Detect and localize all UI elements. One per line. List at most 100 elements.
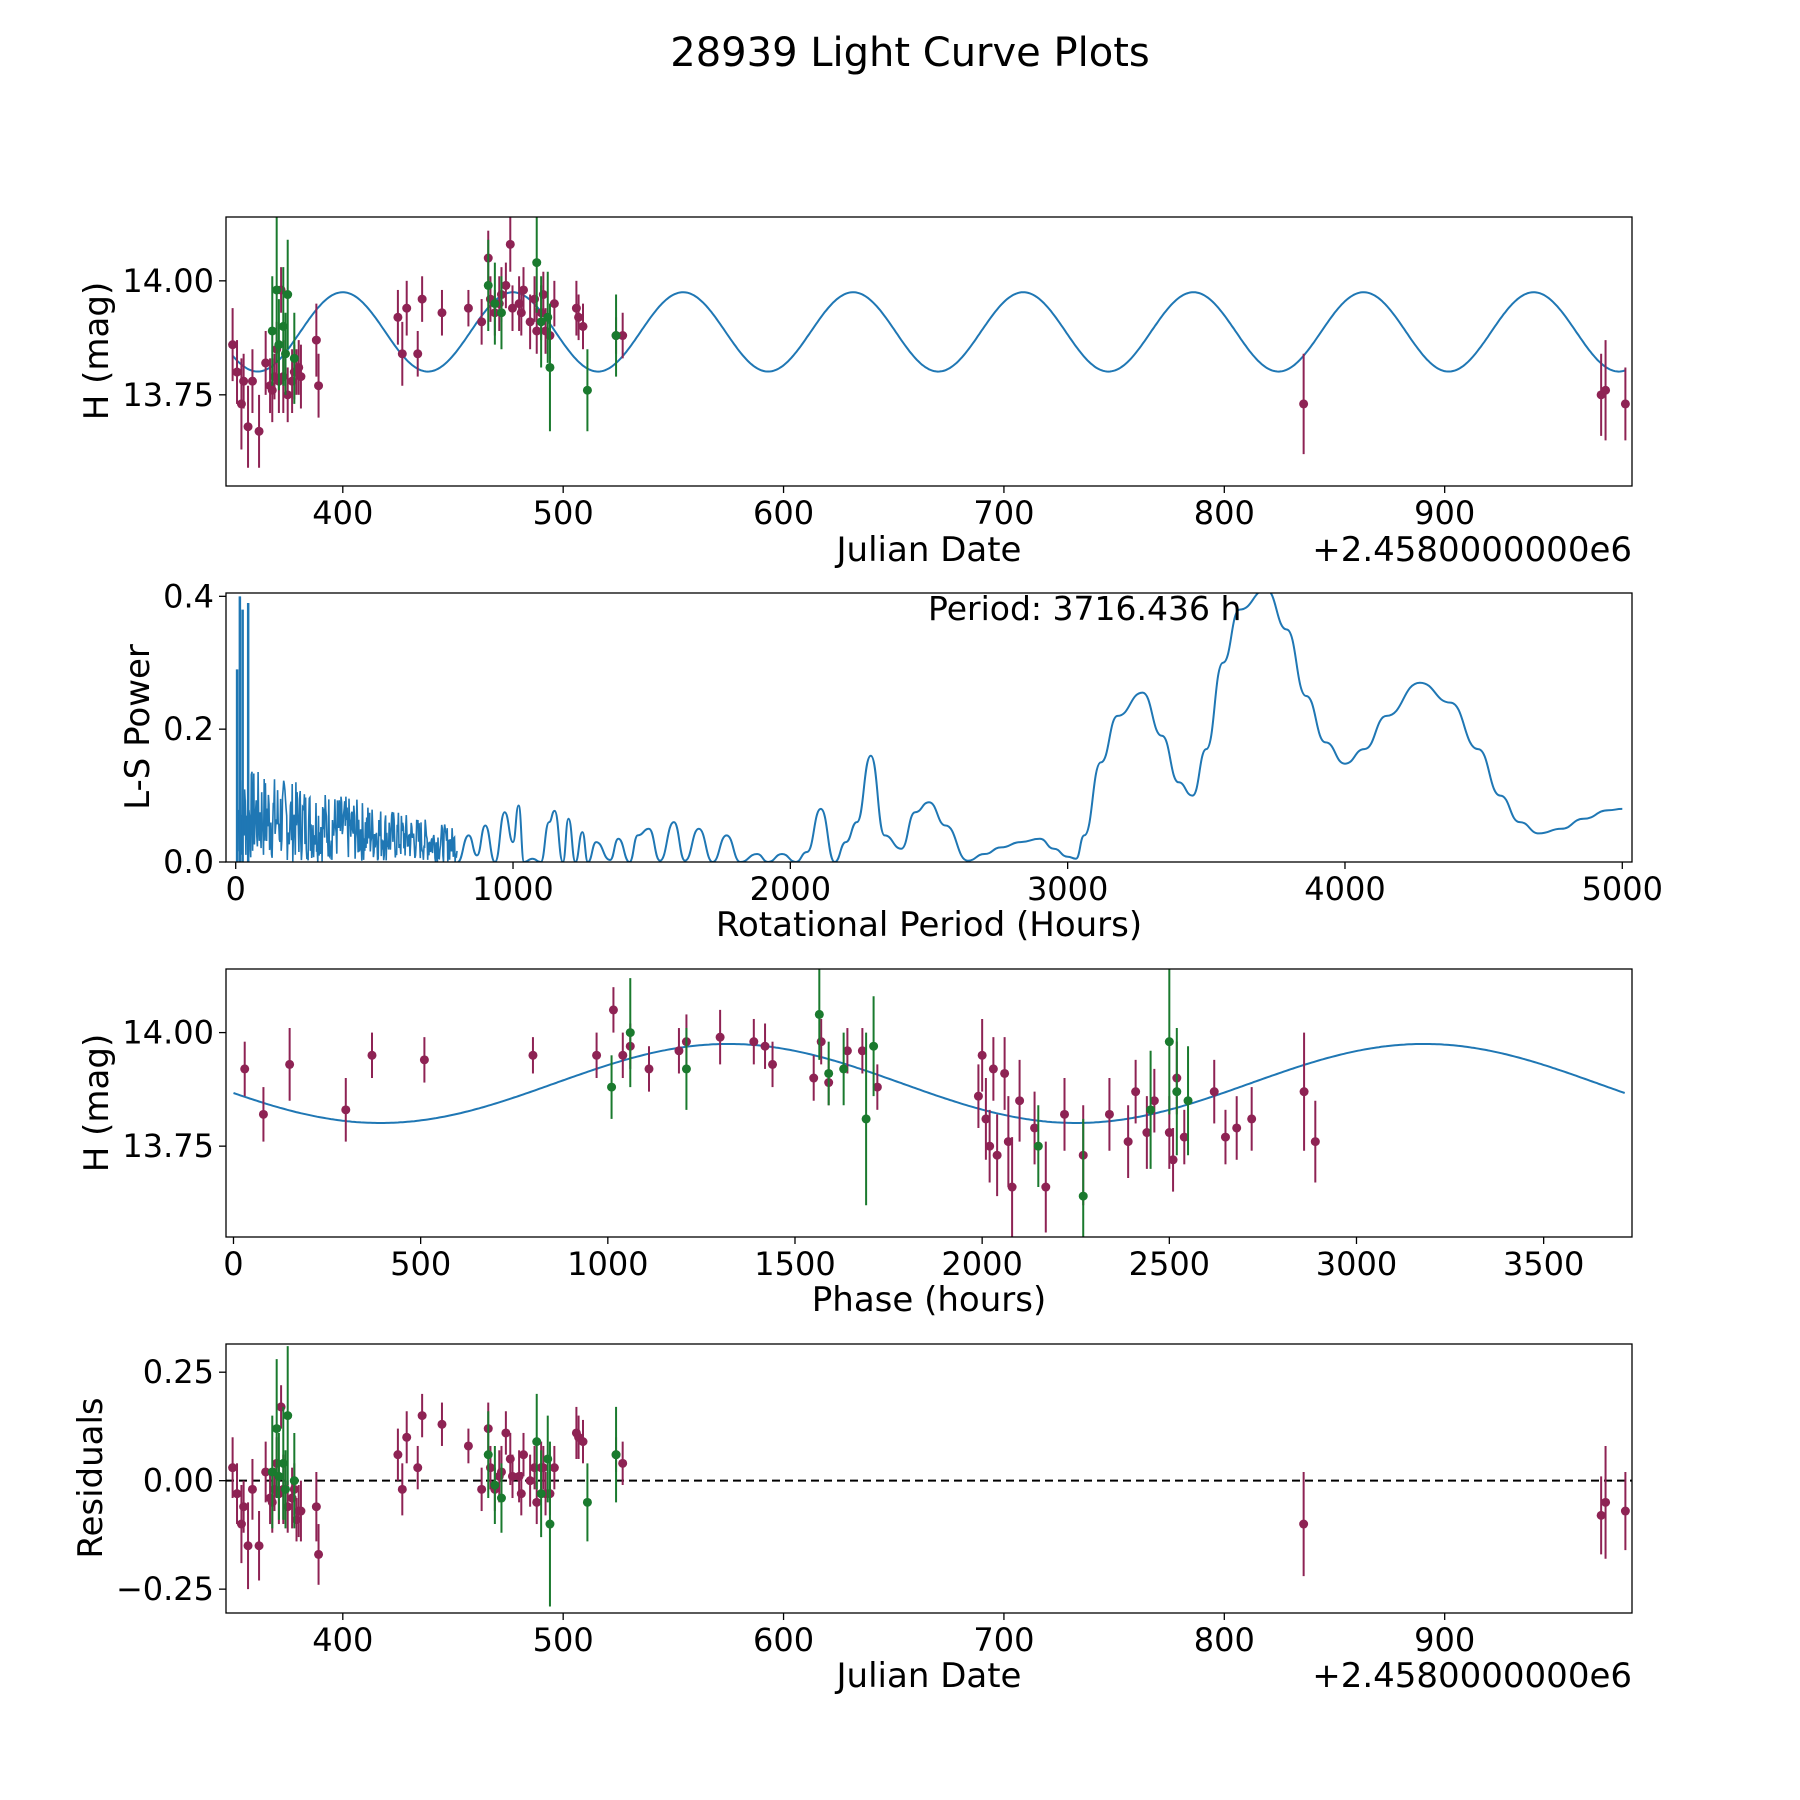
phased-curve-point xyxy=(1078,1191,1088,1201)
residuals-point xyxy=(272,1424,282,1434)
light-curve-point xyxy=(532,258,542,268)
phased-curve-point xyxy=(1149,1096,1159,1106)
periodogram-x-label: Rotational Period (Hours) xyxy=(716,905,1142,945)
phased-curve-point xyxy=(1131,1087,1141,1097)
residuals-point xyxy=(611,1450,621,1460)
phased-curve-point xyxy=(1003,1137,1013,1147)
residuals-y-tick-label: 0.25 xyxy=(143,1353,214,1391)
residuals-point xyxy=(281,1484,291,1494)
residuals-point xyxy=(314,1549,324,1559)
periodogram-x-tick-label: 5000 xyxy=(1582,870,1663,908)
residuals-point xyxy=(519,1450,529,1460)
phased-curve-point xyxy=(1310,1137,1320,1147)
phased-curve-point xyxy=(973,1091,983,1101)
phased-curve-point xyxy=(814,1009,824,1019)
residuals-y-label: Residuals xyxy=(71,1397,111,1558)
light-curve-point xyxy=(261,358,271,368)
phased-curve-point xyxy=(872,1082,882,1092)
residuals-x-tick-label: 600 xyxy=(753,1621,814,1659)
residuals-point xyxy=(532,1497,542,1507)
residuals-point xyxy=(283,1411,293,1421)
residuals-point xyxy=(549,1463,559,1473)
phased-curve-fit-line xyxy=(233,1043,1626,1124)
light-curve-fit-line xyxy=(231,291,1626,373)
residuals-point xyxy=(274,1471,284,1481)
residuals-point xyxy=(437,1419,447,1429)
periodogram-y-tick-label: 0.0 xyxy=(163,843,214,881)
phased-curve-point xyxy=(1146,1105,1156,1115)
residuals-x-label: Julian Date xyxy=(835,1656,1022,1696)
periodogram-y-label: L-S Power xyxy=(118,644,158,810)
light-curve-point xyxy=(296,372,306,382)
residuals-point xyxy=(254,1541,264,1551)
residuals-point xyxy=(239,1502,249,1512)
residuals-point xyxy=(417,1411,427,1421)
phased-curve-point xyxy=(861,1114,871,1124)
phased-curve-point xyxy=(625,1028,635,1038)
residuals-point xyxy=(483,1450,493,1460)
figure-title: 28939 Light Curve Plots xyxy=(670,30,1149,76)
light-curve-point xyxy=(483,280,493,290)
phased-curve-x-tick-label: 3000 xyxy=(1316,1245,1397,1283)
phased-curve-point xyxy=(592,1050,602,1060)
residuals-point xyxy=(507,1471,517,1481)
residuals-point xyxy=(525,1476,535,1486)
periodogram-panel: 0 1000 2000 3000 4000 5000 0.0 0.2 0.4 Period: 3… xyxy=(118,577,1663,945)
phased-curve-point xyxy=(816,1037,826,1047)
light-curve-point xyxy=(536,317,546,327)
residuals-y-tick-label: 0.00 xyxy=(143,1462,214,1500)
phased-curve-point xyxy=(528,1050,538,1060)
phased-curve-point xyxy=(981,1114,991,1124)
phased-curve-point xyxy=(1172,1087,1182,1097)
residuals-point xyxy=(413,1463,423,1473)
residuals-point xyxy=(501,1428,511,1438)
light-curve-point xyxy=(239,376,249,386)
residuals-point xyxy=(402,1432,412,1442)
periodogram-frame xyxy=(225,592,1633,863)
light-curve-point xyxy=(314,381,324,391)
residuals-x-tick-label: 700 xyxy=(973,1621,1034,1659)
phased-curve-point xyxy=(985,1141,995,1151)
light-curve-x-label: Julian Date xyxy=(835,530,1022,570)
phased-curve-y-tick-label: 14.00 xyxy=(122,1014,214,1052)
residuals-point xyxy=(578,1437,588,1447)
light-curve-x-tick-label: 500 xyxy=(533,494,594,532)
phased-curve-point xyxy=(419,1055,429,1065)
phased-curve-point xyxy=(768,1059,778,1069)
phased-curve-point xyxy=(1232,1123,1242,1133)
phased-curve-point xyxy=(715,1032,725,1042)
residuals-point xyxy=(545,1519,555,1529)
residuals-x-tick-label: 800 xyxy=(1194,1621,1255,1659)
residuals-point xyxy=(232,1489,242,1499)
periodogram-x-tick-label: 2000 xyxy=(750,870,831,908)
light-curve-point xyxy=(267,326,277,336)
residuals-point xyxy=(261,1467,271,1477)
residuals-point xyxy=(311,1502,321,1512)
phased-curve-point xyxy=(869,1041,879,1051)
phased-curve-point xyxy=(1209,1087,1219,1097)
phased-curve-x-tick-label: 2500 xyxy=(1129,1245,1210,1283)
light-curve-point xyxy=(289,353,299,363)
phased-curve-point xyxy=(240,1064,250,1074)
phased-curve-x-tick-label: 1500 xyxy=(754,1245,835,1283)
light-curve-point xyxy=(254,426,264,436)
phased-curve-x-tick-label: 0 xyxy=(223,1245,243,1283)
phased-curve-point xyxy=(1299,1087,1309,1097)
phased-curve-point xyxy=(1164,1037,1174,1047)
light-curve-point xyxy=(413,349,423,359)
light-curve-point xyxy=(507,303,517,313)
light-curve-point xyxy=(549,299,559,309)
light-curve-x-tick-label: 900 xyxy=(1414,494,1475,532)
phased-curve-point xyxy=(1000,1068,1010,1078)
residuals-point xyxy=(490,1480,500,1490)
phased-curve-point xyxy=(1123,1137,1133,1147)
phased-curve-y-tick-label: 13.75 xyxy=(122,1127,214,1165)
light-curve-plot-area: 400 500 600 700 800 900 13.75 14.00 xyxy=(122,217,1630,532)
phased-curve-point xyxy=(285,1059,295,1069)
periodogram-x-tick-label: 3000 xyxy=(1027,870,1108,908)
phased-curve-point xyxy=(258,1109,268,1119)
phased-curve-point xyxy=(1164,1128,1174,1138)
light-curve-point xyxy=(532,326,542,336)
phased-curve-x-tick-label: 1000 xyxy=(567,1245,648,1283)
